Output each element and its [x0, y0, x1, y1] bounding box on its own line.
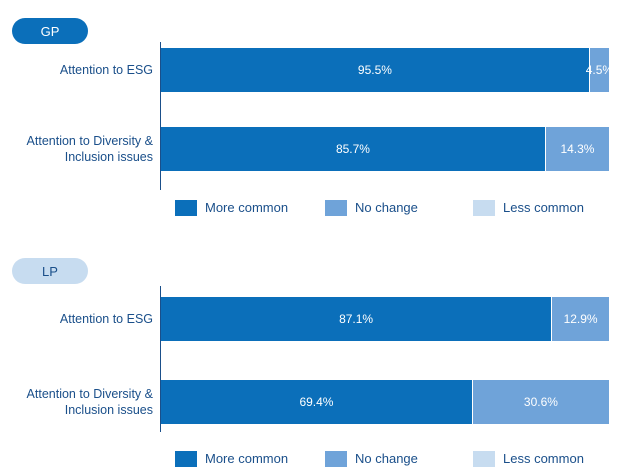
legend-swatch — [473, 200, 495, 216]
legend-swatch — [325, 200, 347, 216]
bar-segment: 12.9% — [551, 297, 609, 341]
bar-segment: 14.3% — [544, 127, 609, 171]
bar-segment: 4.5% — [586, 48, 613, 92]
axis-line — [160, 286, 161, 432]
category-label: Attention to ESG — [59, 312, 153, 326]
category-label: Attention to Diversity & Inclusion issue… — [26, 134, 153, 164]
bar-segment: 95.5% — [161, 48, 589, 92]
chart-title: GP — [12, 18, 88, 44]
bar-segment: 69.4% — [161, 380, 472, 424]
category-label: Attention to Diversity & Inclusion issue… — [26, 387, 153, 417]
legend-swatch — [325, 451, 347, 467]
legend-label: More common — [205, 200, 289, 215]
legend-swatch — [175, 200, 197, 216]
legend-label: More common — [205, 451, 289, 466]
bar-segment — [609, 127, 610, 171]
bar-segment — [609, 297, 610, 341]
category-label: Attention to ESG — [59, 63, 153, 77]
legend-swatch — [175, 451, 197, 467]
chart-title: LP — [12, 258, 88, 284]
bar-segment: 30.6% — [471, 380, 609, 424]
legend-label: No change — [355, 200, 418, 215]
legend-label: No change — [355, 451, 418, 466]
legend-label: Less common — [503, 451, 584, 466]
bar-segment — [609, 380, 610, 424]
legend-label: Less common — [503, 200, 584, 215]
axis-line — [160, 42, 161, 190]
bar-segment: 85.7% — [161, 127, 545, 171]
legend-swatch — [473, 451, 495, 467]
bar-segment: 87.1% — [161, 297, 552, 341]
bar-segment — [609, 48, 610, 92]
